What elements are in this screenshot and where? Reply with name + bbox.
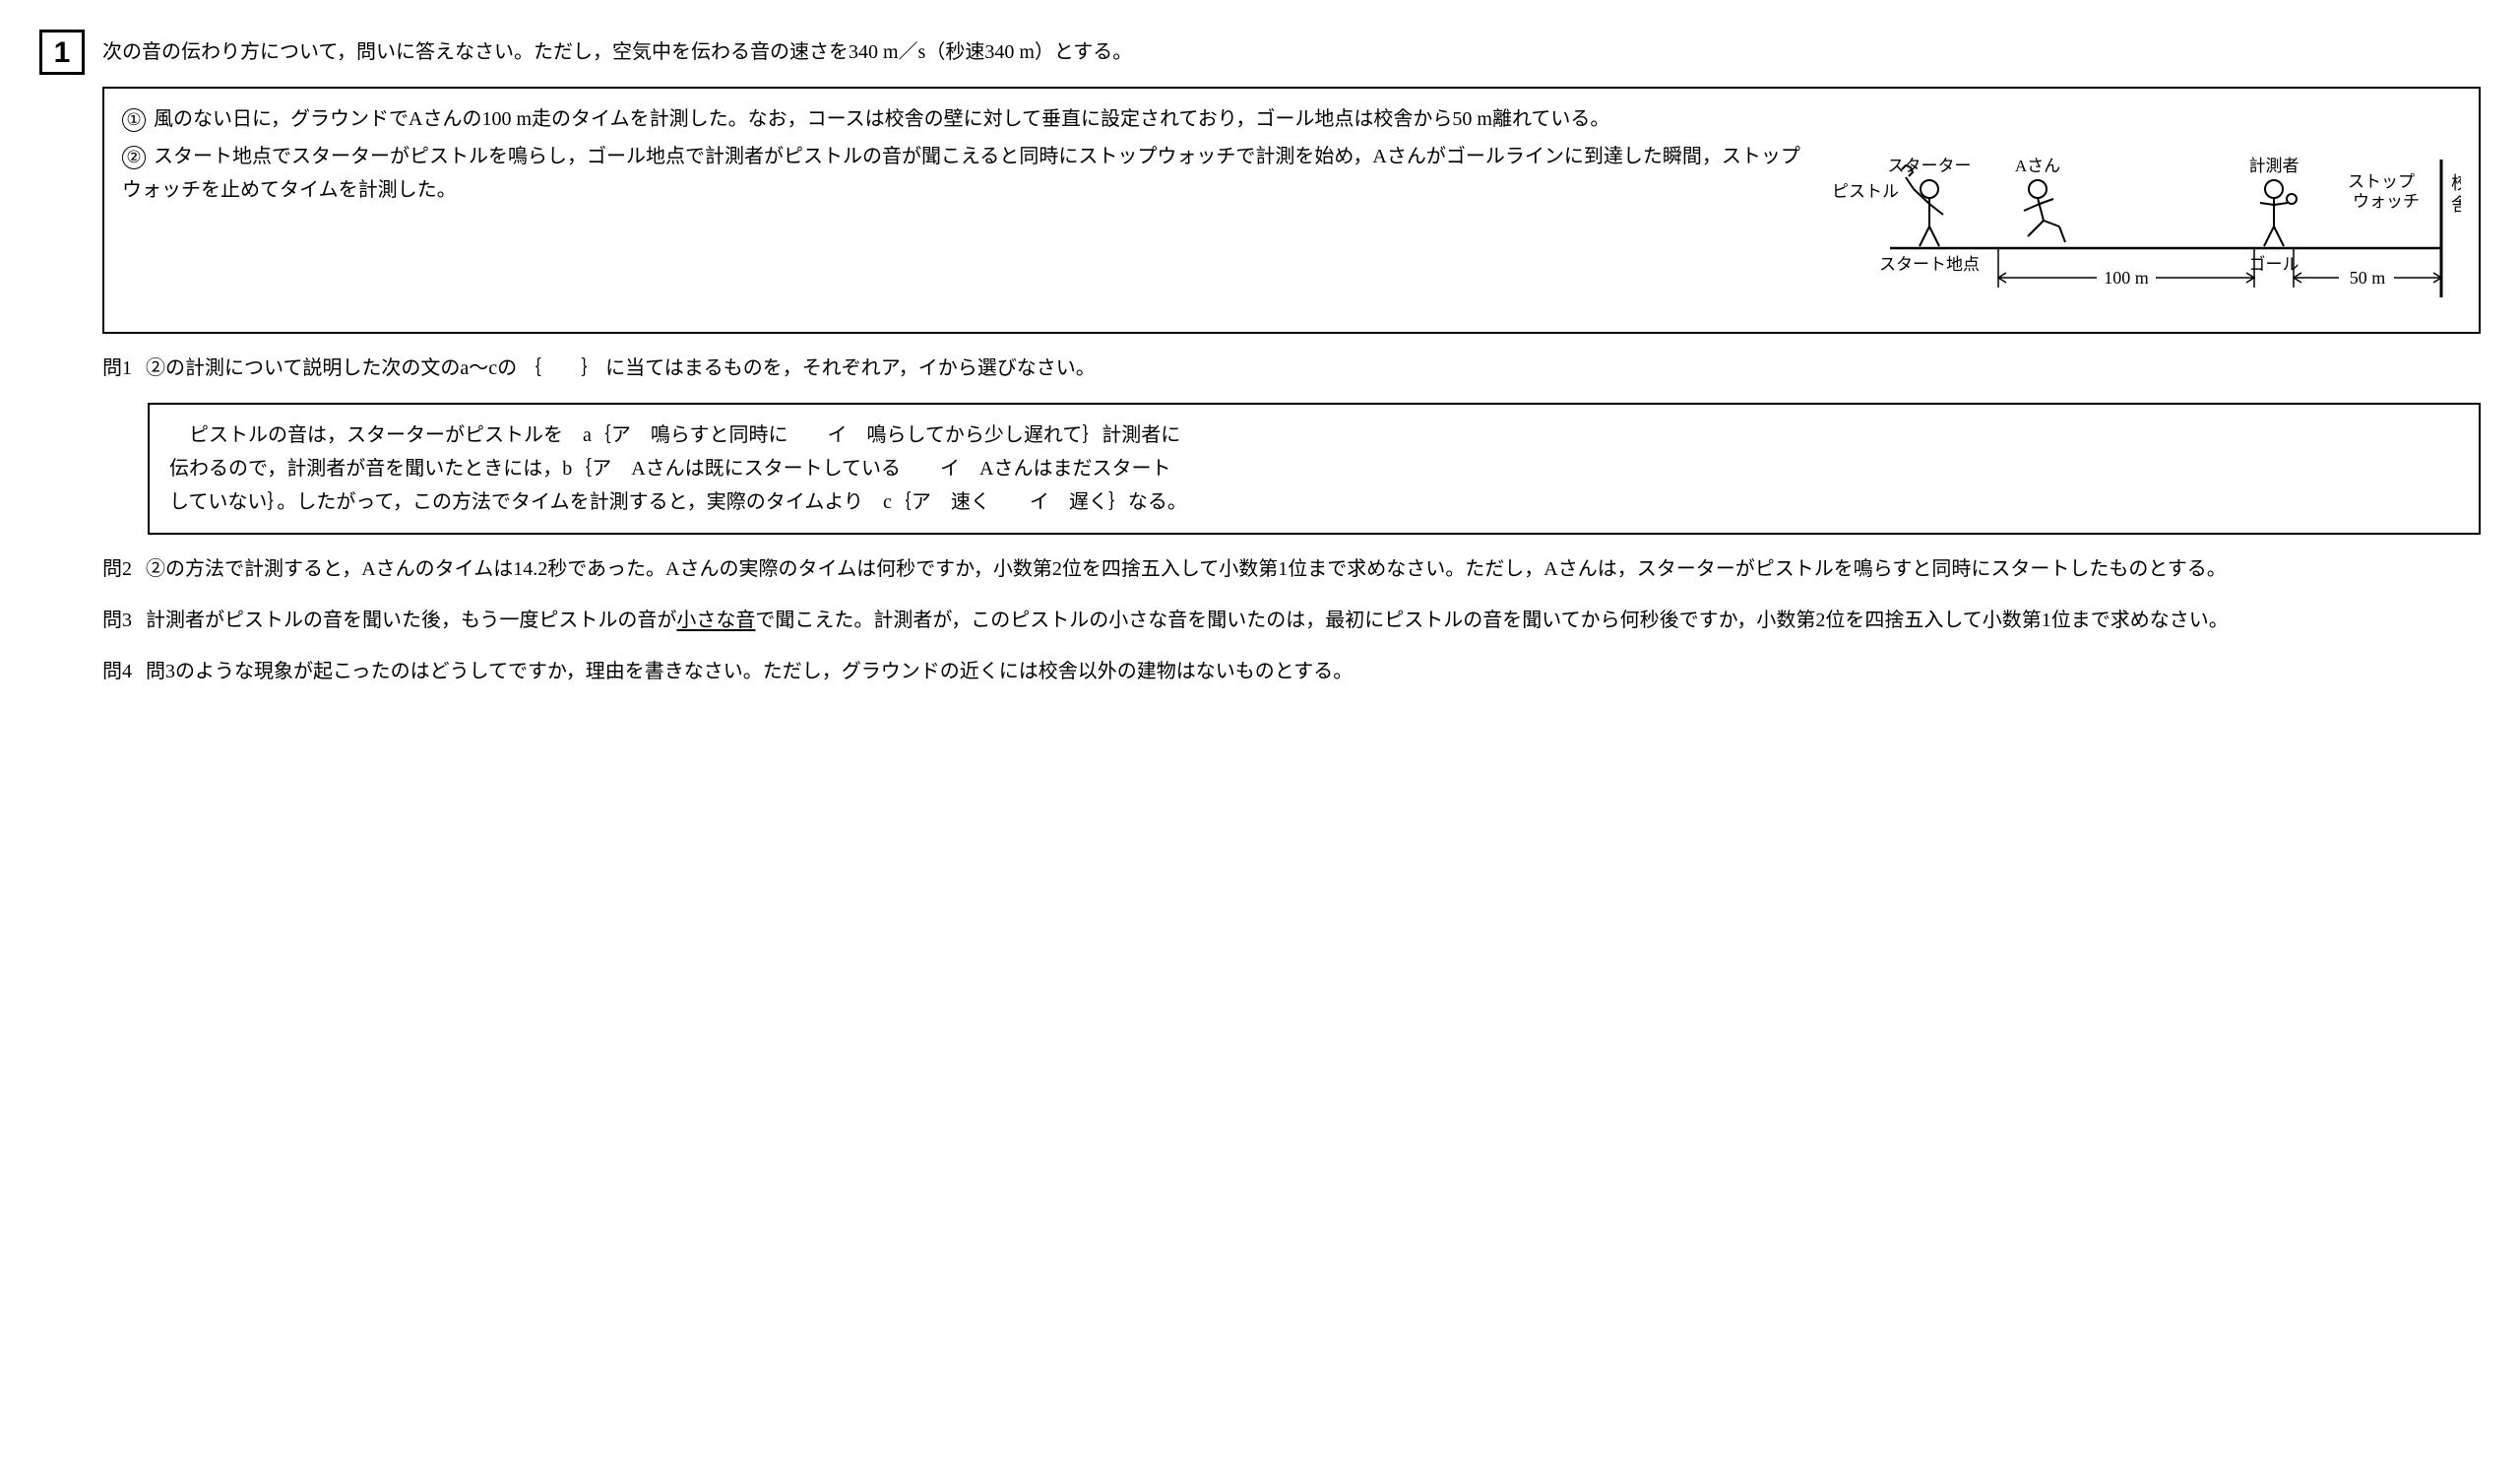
pistol-label: ピストル xyxy=(1832,182,1899,201)
q2-text: ②の方法で計測すると，Aさんのタイムは14.2秒であった。Aさんの実際のタイムは… xyxy=(146,552,2481,586)
timer-label: 計測者 xyxy=(2249,157,2300,175)
q1-text: ②の計測について説明した次の文のa～cの ｛ ｝ に当てはまるものを，それぞれア… xyxy=(146,352,2481,385)
school-label: 校 xyxy=(2451,173,2461,193)
q3-underline: 小さな音 xyxy=(676,610,755,631)
sub-question-3: 問3 計測者がピストルの音を聞いた後，もう一度ピストルの音が小さな音で聞こえた。… xyxy=(102,604,2481,637)
q1-box-line1: ピストルの音は，スターターがピストルを a｛ア 鳴らすと同時に イ 鳴らしてから… xyxy=(169,418,2459,452)
start-point-label: スタート地点 xyxy=(1879,255,1980,274)
goal-label: ゴール xyxy=(2249,254,2300,274)
question-header: 1 次の音の伝わり方について，問いに答えなさい。ただし，空気中を伝わる音の速さを… xyxy=(39,30,2481,75)
sub-question-1: 問1 ②の計測について説明した次の文のa～cの ｛ ｝ に当てはまるものを，それ… xyxy=(102,352,2481,385)
q3-label: 問3 xyxy=(102,604,132,637)
starter-label: スターター xyxy=(1888,157,1972,175)
runner-label: Aさん xyxy=(2015,157,2060,175)
circled-2: ② xyxy=(122,146,146,169)
scenario-text: ① 風のない日に，グラウンドでAさんの100 m走のタイムを計測した。なお，コース… xyxy=(122,102,2461,318)
scenario-item2: スタート地点でスターターがピストルを鳴らし，ゴール地点で計測者がピストルの音が聞… xyxy=(122,146,1800,201)
question-number: 1 xyxy=(39,30,85,75)
q1-inner-box: ピストルの音は，スターターがピストルを a｛ア 鳴らすと同時に イ 鳴らしてから… xyxy=(148,403,2481,535)
sub-question-2: 問2 ②の方法で計測すると，Aさんのタイムは14.2秒であった。Aさんの実際のタ… xyxy=(102,552,2481,586)
q4-text: 問3のような現象が起こったのはどうしてですか，理由を書きなさい。ただし，グラウン… xyxy=(146,655,2481,688)
track-diagram: スターター ピストル Aさん 計測者 ストップ ウォッチ xyxy=(1831,150,2461,318)
q1-box-line2: 伝わるので，計測者が音を聞いたときには，b｛ア Aさんは既にスタートしている イ… xyxy=(169,452,2459,485)
q3-text: 計測者がピストルの音を聞いた後，もう一度ピストルの音が小さな音で聞こえた。計測者… xyxy=(146,604,2481,637)
circled-1: ① xyxy=(122,108,146,132)
svg-text:舎: 舎 xyxy=(2451,195,2461,215)
scenario-item1: 風のない日に，グラウンドでAさんの100 m走のタイムを計測した。なお，コースは… xyxy=(154,108,1609,130)
intro-text: 次の音の伝わり方について，問いに答えなさい。ただし，空気中を伝わる音の速さを34… xyxy=(102,30,2481,69)
q4-label: 問4 xyxy=(102,655,132,688)
stopwatch-label2: ウォッチ xyxy=(2353,192,2420,211)
stopwatch-label1: ストップ xyxy=(2348,172,2415,191)
q1-box-line3: していない｝。したがって，この方法でタイムを計測すると，実際のタイムより c｛ア… xyxy=(169,485,2459,519)
dist1-label: 100 m xyxy=(2104,268,2149,288)
scenario-box: ① 風のない日に，グラウンドでAさんの100 m走のタイムを計測した。なお，コース… xyxy=(102,87,2481,334)
sub-question-4: 問4 問3のような現象が起こったのはどうしてですか，理由を書きなさい。ただし，グ… xyxy=(102,655,2481,688)
q2-label: 問2 xyxy=(102,552,132,586)
dist2-label: 50 m xyxy=(2350,268,2386,288)
q1-label: 問1 xyxy=(102,352,132,385)
